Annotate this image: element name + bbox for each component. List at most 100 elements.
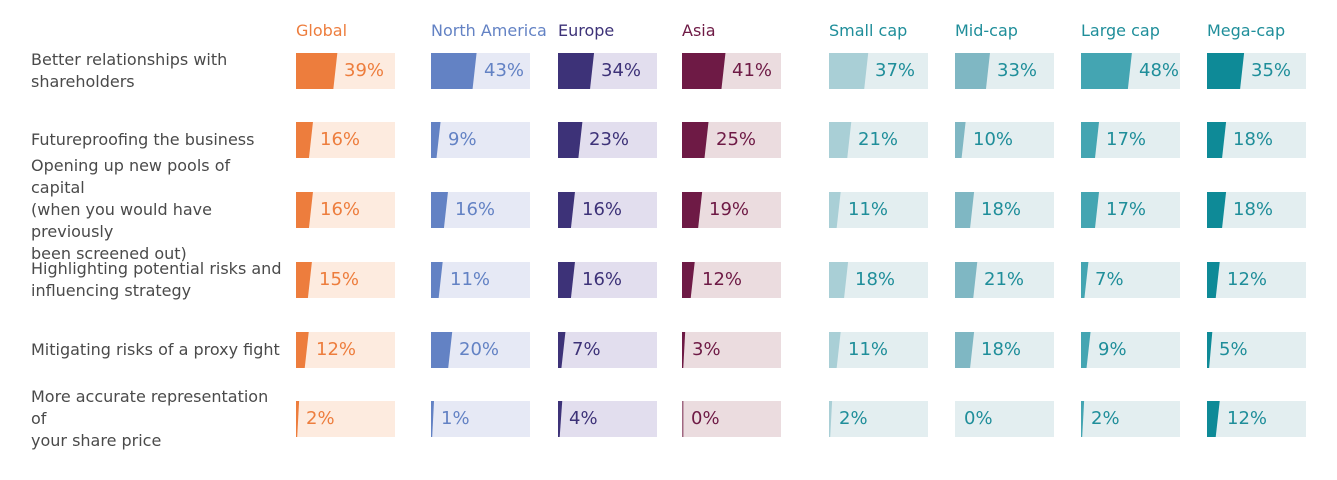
bar-background — [1207, 401, 1306, 437]
bar-cell: 16% — [431, 192, 530, 228]
bar-background — [955, 401, 1054, 437]
value-label: 0% — [691, 408, 720, 429]
bar-cell: 5% — [1207, 332, 1306, 368]
value-label: 43% — [484, 60, 525, 81]
column-header-small-cap: Small cap — [829, 21, 908, 40]
value-label: 11% — [848, 339, 889, 360]
bar-cell: 10% — [955, 122, 1054, 158]
bar — [1207, 401, 1220, 437]
value-label: 39% — [344, 60, 385, 81]
value-label: 18% — [981, 199, 1022, 220]
bar-background — [1081, 262, 1180, 298]
bar-cell: 18% — [1207, 192, 1306, 228]
bar-svg — [1207, 262, 1306, 298]
bar — [1207, 122, 1227, 158]
bar-background — [1207, 332, 1306, 368]
bar — [296, 122, 313, 158]
bar-svg — [682, 122, 781, 158]
bar-cell: 16% — [296, 192, 395, 228]
bar — [955, 332, 975, 368]
bar-svg — [558, 262, 657, 298]
bar-cell: 19% — [682, 192, 781, 228]
bar-svg — [296, 262, 395, 298]
bar-cell: 18% — [955, 192, 1054, 228]
bar — [558, 192, 575, 228]
bar-svg — [558, 192, 657, 228]
value-label: 12% — [702, 269, 743, 290]
bar — [682, 262, 695, 298]
bar — [682, 53, 726, 89]
bar-cell: 16% — [558, 192, 657, 228]
bar-cell: 15% — [296, 262, 395, 298]
bar-svg — [829, 122, 928, 158]
value-label: 9% — [448, 129, 477, 150]
bar-cell: 7% — [558, 332, 657, 368]
bar — [682, 192, 703, 228]
bar-cell: 9% — [431, 122, 530, 158]
bar-background — [431, 192, 530, 228]
bar-background — [296, 332, 395, 368]
value-label: 21% — [858, 129, 899, 150]
bar-cell: 11% — [829, 192, 928, 228]
bar-svg — [431, 192, 530, 228]
bar-svg — [682, 192, 781, 228]
bar — [1207, 262, 1220, 298]
bar — [431, 192, 448, 228]
value-label: 34% — [601, 60, 642, 81]
bar-svg — [431, 332, 530, 368]
bar — [1081, 262, 1089, 298]
value-label: 17% — [1106, 199, 1147, 220]
bar-svg — [955, 332, 1054, 368]
bar-svg — [955, 53, 1054, 89]
bar — [829, 401, 833, 437]
column-header-mid-cap: Mid-cap — [955, 21, 1018, 40]
bar-svg — [1081, 262, 1180, 298]
bar — [296, 192, 313, 228]
bar-cell: 21% — [955, 262, 1054, 298]
value-label: 21% — [984, 269, 1025, 290]
bar — [1081, 122, 1100, 158]
bar-cell: 12% — [1207, 262, 1306, 298]
bar — [558, 401, 563, 437]
bar-svg — [1081, 332, 1180, 368]
value-label: 12% — [316, 339, 357, 360]
bar — [558, 122, 583, 158]
bar-cell: 2% — [1081, 401, 1180, 437]
value-label: 2% — [839, 408, 868, 429]
value-label: 7% — [1095, 269, 1124, 290]
bar-svg — [829, 332, 928, 368]
bar-svg — [296, 192, 395, 228]
row-label: Opening up new pools of capital (when you… — [31, 156, 231, 263]
bar-svg — [558, 332, 657, 368]
bar — [558, 332, 566, 368]
bar-svg — [1081, 401, 1180, 437]
bar-background — [829, 192, 928, 228]
bar-cell: 2% — [296, 401, 395, 437]
value-label: 18% — [1233, 129, 1274, 150]
bar-cell: 4% — [558, 401, 657, 437]
value-label: 16% — [320, 199, 361, 220]
value-label: 35% — [1251, 60, 1292, 81]
bar-svg — [1207, 192, 1306, 228]
bar-background — [558, 192, 657, 228]
value-label: 18% — [855, 269, 896, 290]
bar-svg — [955, 122, 1054, 158]
bar-cell: 18% — [1207, 122, 1306, 158]
bar — [431, 262, 443, 298]
bar-background — [296, 401, 395, 437]
bar-background — [296, 192, 395, 228]
bar — [558, 53, 595, 89]
value-label: 11% — [450, 269, 491, 290]
bar-background — [829, 401, 928, 437]
bar-svg — [1207, 53, 1306, 89]
bar-cell: 12% — [682, 262, 781, 298]
bar — [1081, 192, 1100, 228]
value-label: 18% — [1233, 199, 1274, 220]
bar-cell: 21% — [829, 122, 928, 158]
bar-background — [1207, 262, 1306, 298]
bar-svg — [1207, 401, 1306, 437]
bar — [558, 262, 575, 298]
bar-svg — [1081, 192, 1180, 228]
bar-background — [1081, 401, 1180, 437]
